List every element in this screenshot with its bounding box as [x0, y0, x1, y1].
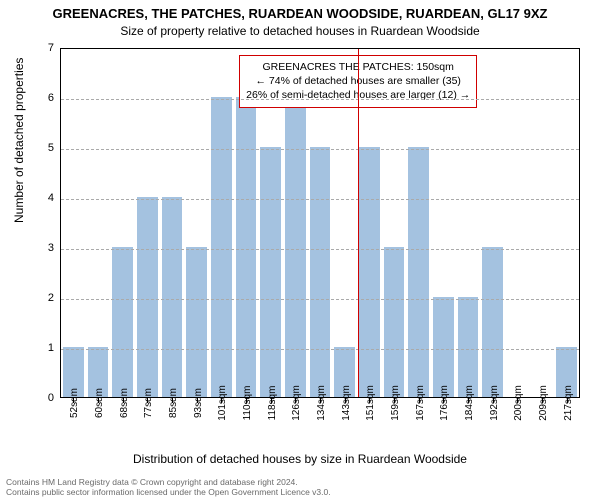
chart-title-address: GREENACRES, THE PATCHES, RUARDEAN WOODSI… — [0, 6, 600, 21]
bar — [162, 197, 183, 397]
x-tick-label: 52sqm — [69, 388, 80, 418]
bar — [458, 297, 479, 397]
x-tick-label: 101sqm — [217, 385, 228, 421]
bar — [359, 147, 380, 397]
bar-slot: 52sqm — [61, 49, 86, 397]
x-tick-label: 200sqm — [513, 385, 524, 421]
gridline — [61, 149, 579, 150]
bar-slot: 77sqm — [135, 49, 160, 397]
bar — [186, 247, 207, 397]
marker-line — [358, 49, 359, 397]
y-tick-label: 4 — [34, 192, 54, 204]
footer-line2: Contains public sector information licen… — [6, 487, 331, 498]
y-tick-label: 6 — [34, 92, 54, 104]
x-axis-label: Distribution of detached houses by size … — [0, 452, 600, 466]
y-tick-label: 0 — [34, 392, 54, 404]
bar — [112, 247, 133, 397]
bar — [260, 147, 281, 397]
y-tick-label: 2 — [34, 292, 54, 304]
bar — [211, 97, 232, 397]
bar-slot: 200sqm — [505, 49, 530, 397]
x-tick-label: 110sqm — [242, 386, 253, 421]
gridline — [61, 249, 579, 250]
bar — [384, 247, 405, 397]
x-tick-label: 134sqm — [316, 385, 327, 421]
bar — [236, 97, 257, 397]
bar — [433, 297, 454, 397]
gridline — [61, 199, 579, 200]
x-tick-label: 192sqm — [489, 385, 500, 421]
bar-slot: 93sqm — [184, 49, 209, 397]
x-tick-label: 60sqm — [94, 388, 105, 418]
y-tick-label: 7 — [34, 42, 54, 54]
bar — [310, 147, 331, 397]
footer-line1: Contains HM Land Registry data © Crown c… — [6, 477, 331, 488]
bar-slot: 68sqm — [110, 49, 135, 397]
x-tick-label: 217sqm — [563, 385, 574, 421]
x-tick-label: 93sqm — [193, 388, 204, 418]
footer-attribution: Contains HM Land Registry data © Crown c… — [6, 477, 331, 498]
x-tick-label: 143sqm — [341, 385, 352, 421]
chart-plot-area: 52sqm60sqm68sqm77sqm85sqm93sqm101sqm110s… — [60, 48, 580, 398]
gridline — [61, 349, 579, 350]
x-tick-label: 126sqm — [291, 385, 302, 421]
x-tick-label: 209sqm — [538, 385, 549, 421]
chart-title-subtitle: Size of property relative to detached ho… — [0, 24, 600, 38]
y-tick-label: 1 — [34, 342, 54, 354]
bar-slot: 192sqm — [480, 49, 505, 397]
bar-slot: 217sqm — [554, 49, 579, 397]
x-tick-label: 85sqm — [168, 388, 179, 418]
x-tick-label: 68sqm — [119, 388, 130, 418]
y-tick-label: 3 — [34, 242, 54, 254]
x-tick-label: 176sqm — [439, 385, 450, 421]
y-axis-label: Number of detached properties — [12, 58, 26, 223]
gridline — [61, 99, 579, 100]
bar-slot: 85sqm — [160, 49, 185, 397]
x-tick-label: 77sqm — [143, 388, 154, 418]
bar — [137, 197, 158, 397]
bar-slot: 209sqm — [530, 49, 555, 397]
x-tick-label: 167sqm — [415, 385, 426, 421]
bar — [482, 247, 503, 397]
bar-slot: 60sqm — [86, 49, 111, 397]
y-tick-label: 5 — [34, 142, 54, 154]
bar — [285, 97, 306, 397]
x-tick-label: 151sqm — [365, 385, 376, 421]
x-tick-label: 118sqm — [267, 386, 278, 421]
bar-slot: 101sqm — [209, 49, 234, 397]
x-tick-label: 159sqm — [390, 385, 401, 421]
x-tick-label: 184sqm — [464, 385, 475, 421]
bar — [408, 147, 429, 397]
gridline — [61, 299, 579, 300]
